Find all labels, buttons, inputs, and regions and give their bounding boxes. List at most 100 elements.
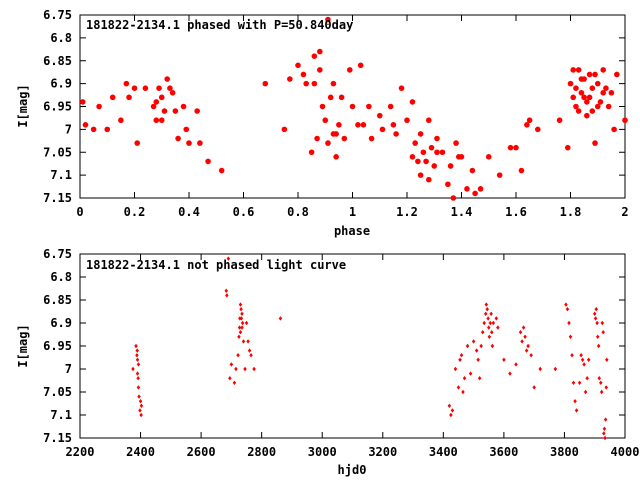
data-point xyxy=(524,348,529,353)
data-point xyxy=(236,353,240,358)
data-point xyxy=(622,117,628,124)
y-tick-label: 6.95 xyxy=(43,339,72,353)
data-point xyxy=(602,431,606,436)
data-point xyxy=(600,67,606,73)
data-point xyxy=(156,85,162,91)
x-tick-label: 2 xyxy=(621,205,628,219)
data-point xyxy=(589,108,596,114)
chart-title: 181822-2134.1 phased with P=50.840day xyxy=(86,18,353,32)
data-point xyxy=(423,158,429,165)
data-point xyxy=(434,149,440,156)
data-point xyxy=(581,94,587,101)
data-point xyxy=(90,126,97,133)
data-point xyxy=(595,334,600,339)
data-point xyxy=(585,376,589,381)
data-point xyxy=(603,435,607,441)
data-point xyxy=(584,112,590,119)
data-point xyxy=(490,343,495,349)
data-point xyxy=(449,412,453,418)
data-point xyxy=(317,48,323,55)
data-points xyxy=(79,16,628,201)
x-axis-ticks: 2200 2400 2600 2800 3000 3200 3400 3600 3800 4000 xyxy=(66,254,639,459)
x-tick-label: 3600 xyxy=(489,445,518,459)
data-point xyxy=(341,135,348,142)
data-point xyxy=(409,154,416,160)
data-point xyxy=(167,85,173,91)
y-tick-label: 7 xyxy=(65,122,72,136)
data-point xyxy=(592,140,598,146)
x-tick-label: 0.6 xyxy=(233,205,255,219)
data-point xyxy=(426,176,432,183)
data-point xyxy=(169,89,176,96)
data-point xyxy=(234,366,238,372)
data-point xyxy=(135,371,140,376)
data-point xyxy=(594,80,601,87)
data-point xyxy=(521,325,526,330)
data-point xyxy=(447,403,452,408)
data-point xyxy=(453,366,458,372)
y-tick-label: 6.8 xyxy=(50,270,72,284)
data-point xyxy=(485,307,489,312)
data-point xyxy=(594,307,598,312)
data-point xyxy=(480,330,485,335)
chart-title: 181822-2134.1 not phased light curve xyxy=(86,258,346,272)
data-point xyxy=(586,71,593,78)
data-point xyxy=(565,307,570,312)
data-point xyxy=(529,353,533,358)
data-point xyxy=(570,353,574,358)
data-point xyxy=(583,389,588,395)
data-point xyxy=(232,380,237,385)
data-point xyxy=(338,94,345,101)
data-point xyxy=(186,140,192,146)
data-point xyxy=(538,366,542,372)
data-point xyxy=(158,94,165,101)
data-point xyxy=(349,103,356,110)
data-point xyxy=(357,62,364,69)
data-point xyxy=(462,376,467,381)
data-point xyxy=(238,302,243,307)
data-point xyxy=(224,288,229,293)
data-point xyxy=(308,149,315,156)
data-point xyxy=(487,334,492,339)
data-point xyxy=(131,85,138,91)
data-point xyxy=(136,385,141,390)
data-point xyxy=(262,80,269,87)
data-point xyxy=(578,89,585,96)
data-point xyxy=(461,389,465,395)
data-point xyxy=(311,80,318,87)
data-point xyxy=(180,103,187,110)
data-point xyxy=(136,376,140,381)
data-point xyxy=(175,135,181,142)
data-point xyxy=(237,334,241,339)
data-point xyxy=(336,122,342,128)
data-point xyxy=(601,330,605,335)
data-point xyxy=(172,108,179,114)
data-point xyxy=(483,311,488,316)
data-point xyxy=(570,67,577,73)
y-axis-ticks: 6.75 6.8 6.85 6.9 6.95 7 7.05 7.1 7.15 xyxy=(43,8,625,205)
data-point xyxy=(532,385,536,390)
data-point xyxy=(514,362,518,367)
y-axis-label: I[mag] xyxy=(16,84,30,127)
x-tick-label: 3800 xyxy=(550,445,579,459)
data-point xyxy=(104,126,111,133)
x-tick-label: 0.2 xyxy=(124,205,146,219)
y-tick-label: 6.85 xyxy=(43,54,72,68)
data-point xyxy=(568,334,573,339)
data-point xyxy=(164,76,170,82)
data-point xyxy=(556,117,563,124)
data-point xyxy=(464,186,470,192)
data-point xyxy=(150,103,157,110)
data-point xyxy=(330,80,337,87)
data-point xyxy=(428,144,435,151)
data-point xyxy=(237,325,242,330)
data-point xyxy=(520,339,524,344)
data-point xyxy=(600,320,605,326)
data-point xyxy=(603,417,608,422)
data-point xyxy=(247,348,252,353)
data-point xyxy=(317,67,323,73)
data-point xyxy=(241,339,246,344)
data-point xyxy=(226,256,231,261)
data-point xyxy=(564,144,571,151)
